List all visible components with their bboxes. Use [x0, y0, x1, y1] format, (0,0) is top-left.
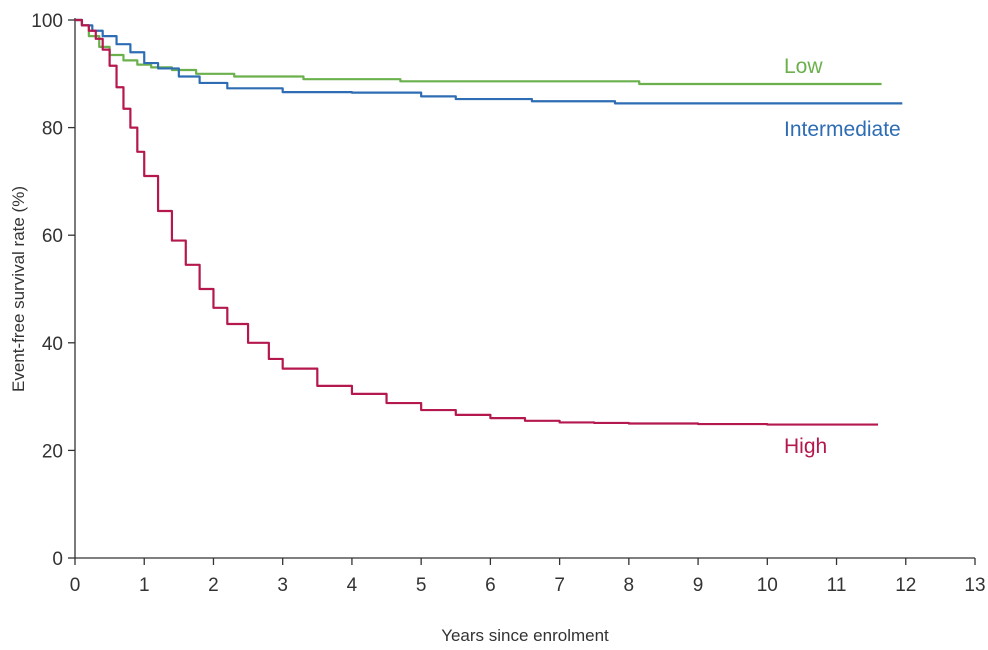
y-tick-label: 100	[31, 11, 63, 32]
y-tick-label: 80	[42, 119, 63, 140]
x-tick-label: 7	[554, 575, 565, 596]
x-tick-label: 4	[347, 575, 358, 596]
series-line-intermediate	[75, 18, 903, 105]
series-lines	[75, 18, 903, 426]
x-tick-label: 10	[757, 575, 778, 596]
y-tick-label: 0	[52, 549, 63, 570]
series-line-high	[75, 18, 879, 426]
x-tick-label: 12	[895, 575, 916, 596]
y-axis-title: Event-free survival rate (%)	[9, 186, 28, 392]
x-tick-label: 2	[208, 575, 219, 596]
x-tick-label: 3	[277, 575, 288, 596]
x-tick-label: 1	[139, 575, 150, 596]
y-tick-label: 20	[42, 441, 63, 462]
y-tick-label: 40	[42, 334, 63, 355]
series-line-low	[75, 18, 882, 86]
series-label-low: Low	[784, 55, 823, 78]
series-labels: Low Intermediate High	[784, 55, 901, 458]
x-tick-label: 11	[827, 575, 847, 596]
x-axis-title: Years since enrolment	[441, 626, 609, 645]
x-tick-label: 13	[964, 575, 985, 596]
series-label-high: High	[784, 435, 827, 458]
y-tick-label: 60	[42, 226, 63, 247]
x-tick-label: 6	[485, 575, 496, 596]
x-tick-label: 0	[70, 575, 81, 596]
x-tick-label: 8	[624, 575, 635, 596]
series-label-intermediate: Intermediate	[784, 118, 901, 141]
x-tick-label: 5	[416, 575, 427, 596]
x-tick-label: 9	[693, 575, 704, 596]
